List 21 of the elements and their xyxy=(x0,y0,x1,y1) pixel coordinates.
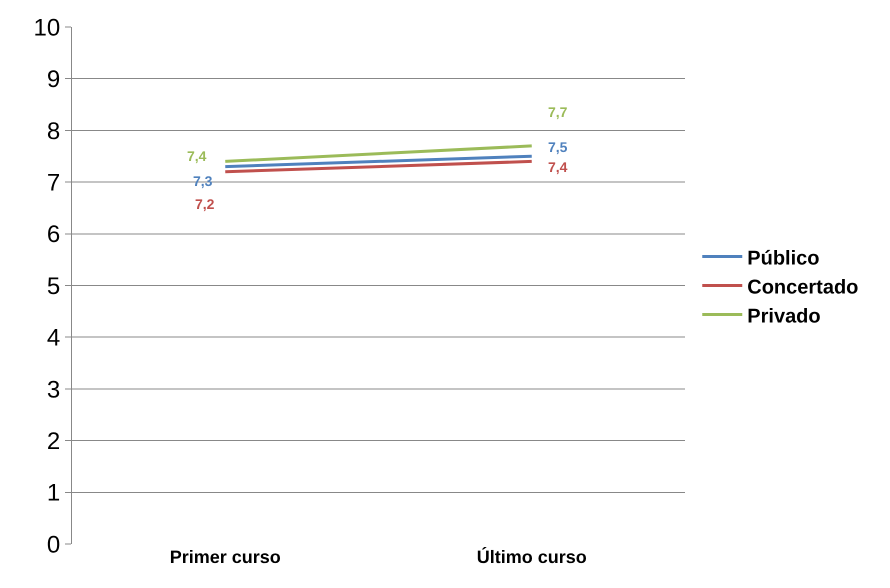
y-tick-label: 7 xyxy=(46,170,60,196)
y-tick-label: 8 xyxy=(46,118,60,145)
y-tick-label: 2 xyxy=(46,428,60,455)
y-tick-label: 0 xyxy=(46,531,60,558)
data-label: 7,4 xyxy=(187,148,207,164)
data-label: 7,4 xyxy=(548,159,568,175)
data-label: 7,5 xyxy=(548,139,568,155)
legend-label: Privado xyxy=(747,305,821,328)
x-tick-label: Último curso xyxy=(476,547,587,567)
y-tick-label: 5 xyxy=(46,272,60,300)
x-tick-label: Primer curso xyxy=(170,547,281,567)
y-tick-label: 6 xyxy=(46,221,60,248)
y-tick-label: 3 xyxy=(46,376,60,404)
y-tick-label: 9 xyxy=(46,66,60,94)
data-label: 7,2 xyxy=(195,196,215,212)
y-tick-label: 10 xyxy=(33,14,60,42)
legend-label: Público xyxy=(747,247,820,270)
y-tick-label: 4 xyxy=(46,324,60,352)
y-tick-label: 1 xyxy=(46,480,60,507)
data-label: 7,7 xyxy=(548,104,568,120)
legend-label: Concertado xyxy=(747,276,858,298)
